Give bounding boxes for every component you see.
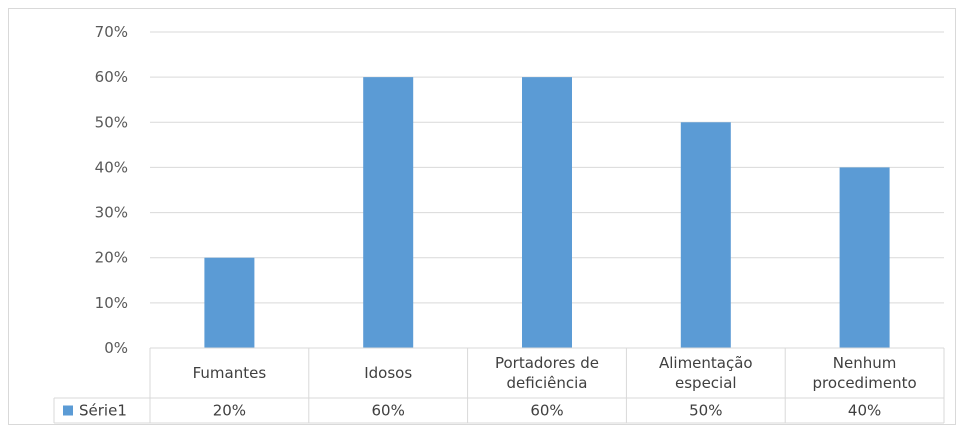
bar	[839, 167, 890, 348]
category-label: Alimentação especial	[659, 354, 753, 392]
data-label: 60%	[372, 402, 405, 420]
bars	[204, 77, 890, 349]
legend-swatch	[63, 405, 73, 416]
y-tick-label: 10%	[95, 294, 128, 312]
data-label: 20%	[213, 402, 246, 420]
y-tick-label: 20%	[95, 249, 128, 267]
data-table: Fumantes Idosos Portadores de deficiência Al…	[53, 347, 945, 424]
bar	[522, 77, 572, 349]
y-tick-label: 0%	[104, 339, 128, 357]
legend-label: Série1	[79, 402, 127, 420]
y-tick-label: 70%	[95, 23, 128, 41]
bar	[204, 257, 255, 348]
data-label: 60%	[530, 402, 563, 420]
y-axis-ticks: 0% 10% 20% 30% 40% 50% 60% 70%	[95, 23, 128, 357]
category-label: Portadores de deficiência	[495, 354, 599, 392]
category-label: Idosos	[364, 364, 412, 382]
data-label: 50%	[689, 402, 722, 420]
category-label: Nenhum procedimento	[813, 354, 917, 392]
bar	[680, 122, 731, 349]
data-label: 40%	[848, 402, 881, 420]
category-label: Fumantes	[193, 364, 267, 382]
y-tick-label: 60%	[95, 68, 128, 86]
y-tick-label: 50%	[95, 113, 128, 131]
bar	[363, 77, 414, 349]
y-tick-label: 40%	[95, 158, 128, 176]
y-tick-label: 30%	[95, 204, 128, 222]
